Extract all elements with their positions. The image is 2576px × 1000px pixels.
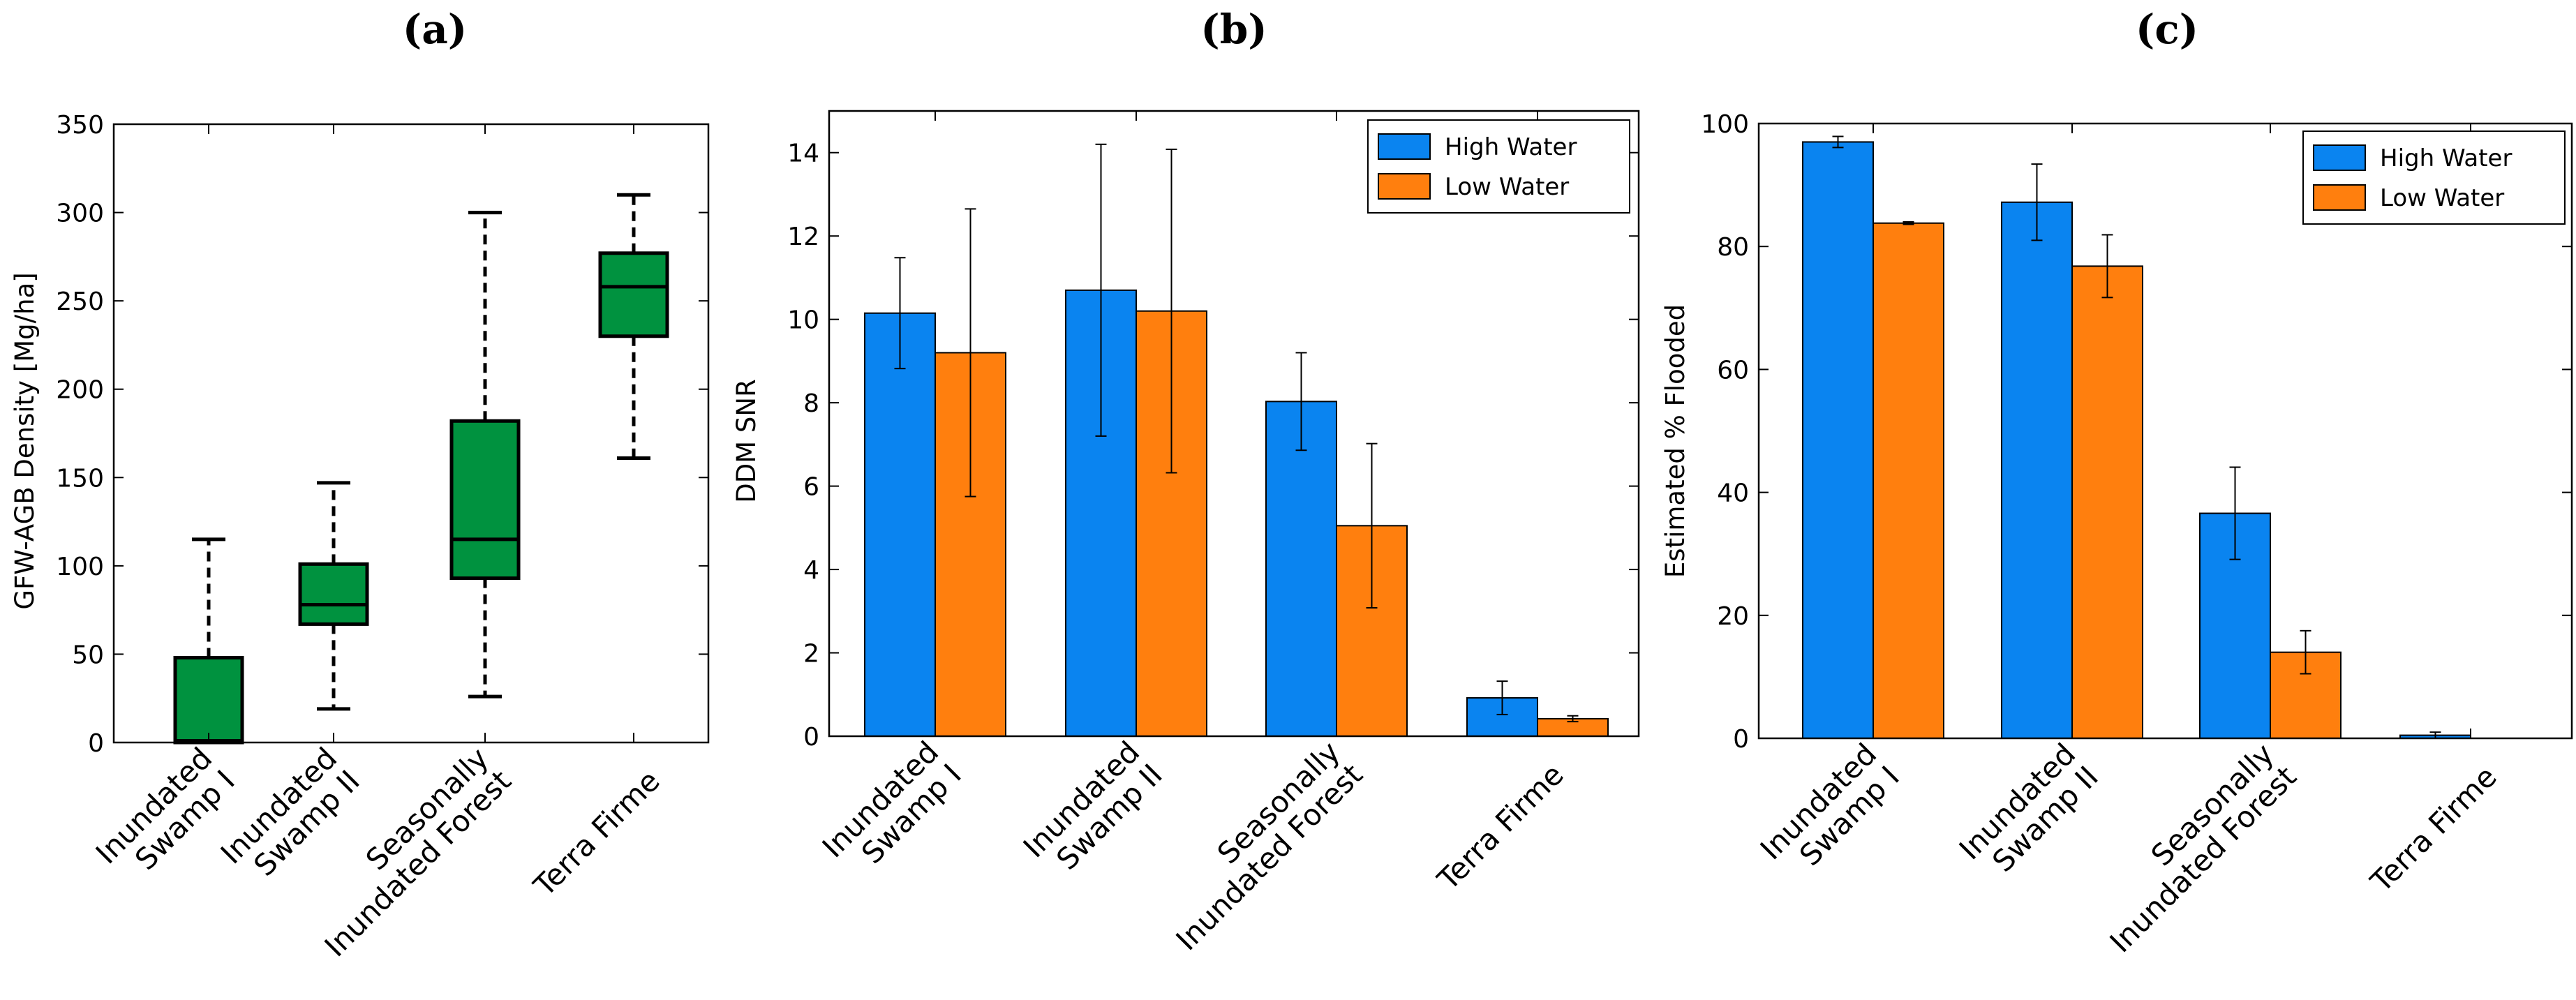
panel-b-ytick-label: 0 bbox=[803, 723, 819, 752]
panel-a-ytick-label: 200 bbox=[56, 376, 104, 405]
panel-c-title: (c) bbox=[2136, 6, 2198, 53]
panel-b-category-label: InundatedSwamp I bbox=[816, 735, 968, 887]
panel-c-category-label: Terra Firme bbox=[2364, 759, 2503, 899]
panel-b-plot-area: 0 2 4 6 8 10 12 14 InundatedSwamp I InundatedSwam… bbox=[787, 110, 1640, 957]
panel-b-ytick-label: 2 bbox=[803, 640, 819, 669]
panel-c-legend-label-low: Low Water bbox=[2380, 184, 2504, 212]
panel-c-ytick-label: 0 bbox=[1733, 725, 1749, 754]
panel-a-box bbox=[598, 251, 669, 338]
panel-c-bar-chart: (c) Estimated % Flooded 0 20 40 60 80 100 Inun… bbox=[1660, 6, 2573, 960]
panel-c-ytick-label: 100 bbox=[1701, 110, 1749, 139]
panel-c-ytick-label: 40 bbox=[1717, 479, 1749, 508]
panel-a-category-label-line: Terra Firme bbox=[527, 763, 667, 903]
panel-c-frame bbox=[1757, 122, 2573, 740]
panel-b-legend-label-high: High Water bbox=[1445, 133, 1577, 161]
panel-b-ytick-label: 14 bbox=[787, 140, 819, 168]
panel-b-category-label: Terra Firme bbox=[1431, 757, 1570, 897]
panel-b-legend-swatch-low bbox=[1378, 173, 1431, 200]
panel-a-ytick-label: 150 bbox=[56, 464, 104, 493]
panel-c-category-label: SeasonallyInundated Forest bbox=[2080, 737, 2303, 960]
panel-c-ytick-label: 80 bbox=[1717, 233, 1749, 262]
panel-c-bar-low bbox=[1873, 222, 1944, 739]
panel-b-ytick-label: 8 bbox=[803, 389, 819, 418]
panel-c-legend-label-high: High Water bbox=[2380, 144, 2512, 172]
panel-b-category-label: SeasonallyInundated Forest bbox=[1147, 735, 1369, 957]
panel-b-legend-label-low: Low Water bbox=[1445, 173, 1569, 201]
panel-c-plot-area: 0 20 40 60 80 100 InundatedSwamp I InundatedSwa… bbox=[1701, 110, 2573, 960]
panel-a-box bbox=[298, 562, 369, 626]
panel-c-legend-swatch-high bbox=[2313, 144, 2366, 171]
panel-a-category-label: InundatedSwamp II bbox=[214, 741, 366, 893]
panel-a-category-label: Terra Firme bbox=[527, 763, 667, 903]
panel-a-frame bbox=[112, 123, 710, 744]
panel-b-ytick-label: 4 bbox=[803, 556, 819, 585]
panel-c-y-axis-label: Estimated % Flooded bbox=[1660, 304, 1690, 578]
panel-a-title: (a) bbox=[403, 6, 467, 53]
panel-c-bar-low bbox=[2071, 265, 2143, 739]
panel-a-plot-area: 0 50 100 150 200 250 300 350 InundatedSwamp IInu… bbox=[56, 111, 710, 964]
panel-a-category-label: InundatedSwamp I bbox=[89, 741, 241, 893]
panel-c-legend-swatch-low bbox=[2313, 184, 2366, 211]
panel-b-legend-swatch-high bbox=[1378, 133, 1431, 160]
panel-c-legend: High Water Low Water bbox=[2302, 130, 2566, 225]
panel-a-ytick-label: 250 bbox=[56, 288, 104, 316]
panel-b-category-label: InundatedSwamp II bbox=[1017, 735, 1169, 887]
panel-b-frame bbox=[828, 110, 1640, 738]
panel-c-bar-high bbox=[2001, 201, 2073, 739]
panel-b-legend: High Water Low Water bbox=[1367, 119, 1630, 214]
panel-c-category-label-line: Terra Firme bbox=[2364, 759, 2503, 899]
panel-b-bar-high bbox=[1265, 401, 1337, 737]
panel-b-ytick-label: 12 bbox=[787, 223, 819, 251]
panel-b-category-label-line: Terra Firme bbox=[1431, 757, 1570, 897]
panel-a-box-plot: (a) GFW-AGB Density [Mg/ha] 0 50 100 150 200… bbox=[10, 6, 710, 964]
panel-b-ytick-label: 10 bbox=[787, 306, 819, 335]
panel-a-ytick-label: 350 bbox=[56, 111, 104, 140]
panel-b-ytick-label: 6 bbox=[803, 473, 819, 502]
panel-b-title: (b) bbox=[1200, 6, 1267, 53]
panel-a-ytick-label: 0 bbox=[88, 729, 104, 758]
panel-a-ytick-label: 50 bbox=[72, 641, 104, 669]
panel-b-y-axis-label: DDM SNR bbox=[731, 379, 761, 503]
panel-c-bar-high bbox=[1802, 141, 1874, 739]
panel-a-ytick-label: 100 bbox=[56, 553, 104, 581]
panel-b-bar-high bbox=[864, 312, 936, 737]
panel-c-category-label: InundatedSwamp II bbox=[1953, 737, 2105, 889]
panel-c-category-label: InundatedSwamp I bbox=[1754, 737, 1906, 889]
panel-c-ytick-label: 20 bbox=[1717, 602, 1749, 631]
panel-a-box bbox=[173, 655, 244, 745]
panel-c-ytick-label: 60 bbox=[1717, 356, 1749, 385]
panel-a-y-axis-label: GFW-AGB Density [Mg/ha] bbox=[10, 272, 40, 609]
panel-a-ytick-label: 300 bbox=[56, 200, 104, 228]
panel-a-box bbox=[449, 419, 521, 581]
